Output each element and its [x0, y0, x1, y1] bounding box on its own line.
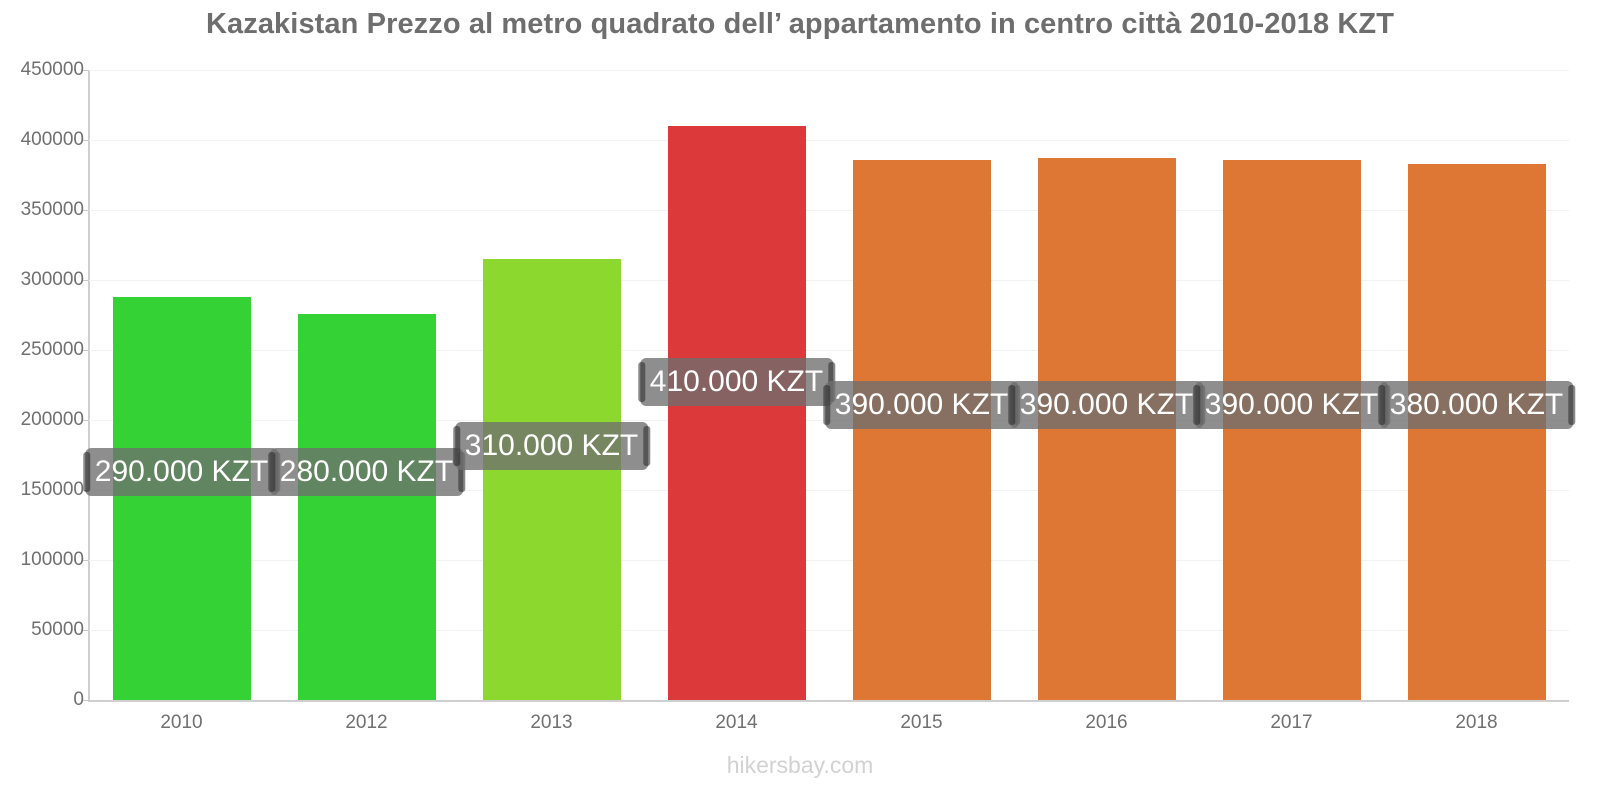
gridline — [89, 280, 1569, 281]
x-tick-label: 2012 — [345, 712, 388, 733]
y-tick-label: 100000 — [20, 549, 84, 570]
y-axis-line — [88, 70, 90, 702]
x-tick-label: 2013 — [530, 712, 573, 733]
gridline — [89, 560, 1569, 561]
y-tick-label: 250000 — [20, 339, 84, 360]
data-label: 390.000 KZT — [822, 381, 1021, 429]
y-tick-mark — [82, 70, 89, 71]
y-tick-mark — [82, 700, 89, 701]
y-tick-label: 50000 — [31, 619, 84, 640]
chart-title: Kazakistan Prezzo al metro quadrato dell… — [205, 8, 1395, 40]
gridline — [89, 70, 1569, 71]
data-label-text: 310.000 KZT — [464, 429, 639, 462]
data-label-text: 410.000 KZT — [649, 365, 824, 398]
y-tick-mark — [82, 140, 89, 141]
x-tick-label: 2014 — [715, 712, 758, 733]
data-label: 410.000 KZT — [637, 358, 836, 406]
bar[interactable] — [1407, 163, 1546, 700]
source-watermark: hikersbay.com — [726, 752, 874, 778]
y-tick-mark — [82, 420, 89, 421]
bar[interactable] — [112, 296, 251, 700]
bar[interactable] — [482, 259, 621, 700]
y-tick-label: 400000 — [20, 129, 84, 150]
x-tick-label: 2015 — [900, 712, 943, 733]
y-tick-label: 200000 — [20, 409, 84, 430]
gridline — [89, 700, 1569, 702]
data-label-text: 280.000 KZT — [279, 455, 454, 488]
y-tick-label: 0 — [73, 689, 84, 710]
plot-area — [89, 70, 1569, 702]
label-cap-left-icon — [1007, 385, 1015, 425]
bar[interactable] — [1037, 158, 1176, 700]
bar[interactable] — [667, 126, 806, 700]
y-tick-mark — [82, 560, 89, 561]
gridline — [89, 140, 1569, 141]
y-tick-mark — [82, 350, 89, 351]
x-tick-label: 2018 — [1455, 712, 1498, 733]
label-cap-right-icon — [643, 426, 651, 466]
y-tick-mark — [82, 280, 89, 281]
data-label-text: 290.000 KZT — [94, 455, 269, 488]
y-tick-mark — [82, 210, 89, 211]
bar[interactable] — [1222, 159, 1361, 700]
data-label-text: 390.000 KZT — [1204, 388, 1379, 421]
label-cap-right-icon — [1568, 385, 1576, 425]
label-cap-left-icon — [82, 452, 90, 492]
gridline — [89, 630, 1569, 631]
label-cap-left-icon — [1192, 385, 1200, 425]
x-tick-label: 2017 — [1270, 712, 1313, 733]
data-label: 390.000 KZT — [1007, 381, 1206, 429]
x-tick-label: 2016 — [1085, 712, 1128, 733]
data-label: 310.000 KZT — [452, 422, 651, 470]
bar[interactable] — [297, 313, 436, 700]
data-label-text: 390.000 KZT — [834, 388, 1009, 421]
gridline — [89, 210, 1569, 211]
label-cap-left-icon — [267, 452, 275, 492]
y-tick-label: 150000 — [20, 479, 84, 500]
data-label: 390.000 KZT — [1192, 381, 1391, 429]
y-tick-label: 450000 — [20, 59, 84, 80]
gridline — [89, 490, 1569, 491]
label-cap-right-icon — [458, 452, 466, 492]
data-label-text: 390.000 KZT — [1019, 388, 1194, 421]
label-cap-left-icon — [822, 385, 830, 425]
y-tick-label: 350000 — [20, 199, 84, 220]
y-tick-mark — [82, 630, 89, 631]
label-cap-left-icon — [1377, 385, 1385, 425]
data-label: 280.000 KZT — [267, 448, 466, 496]
label-cap-left-icon — [637, 362, 645, 402]
x-tick-label: 2010 — [160, 712, 203, 733]
y-tick-label: 300000 — [20, 269, 84, 290]
gridline — [89, 350, 1569, 351]
data-label: 290.000 KZT — [82, 448, 281, 496]
data-label: 380.000 KZT — [1377, 381, 1576, 429]
label-cap-left-icon — [452, 426, 460, 466]
bar[interactable] — [852, 159, 991, 700]
data-label-text: 380.000 KZT — [1389, 388, 1564, 421]
